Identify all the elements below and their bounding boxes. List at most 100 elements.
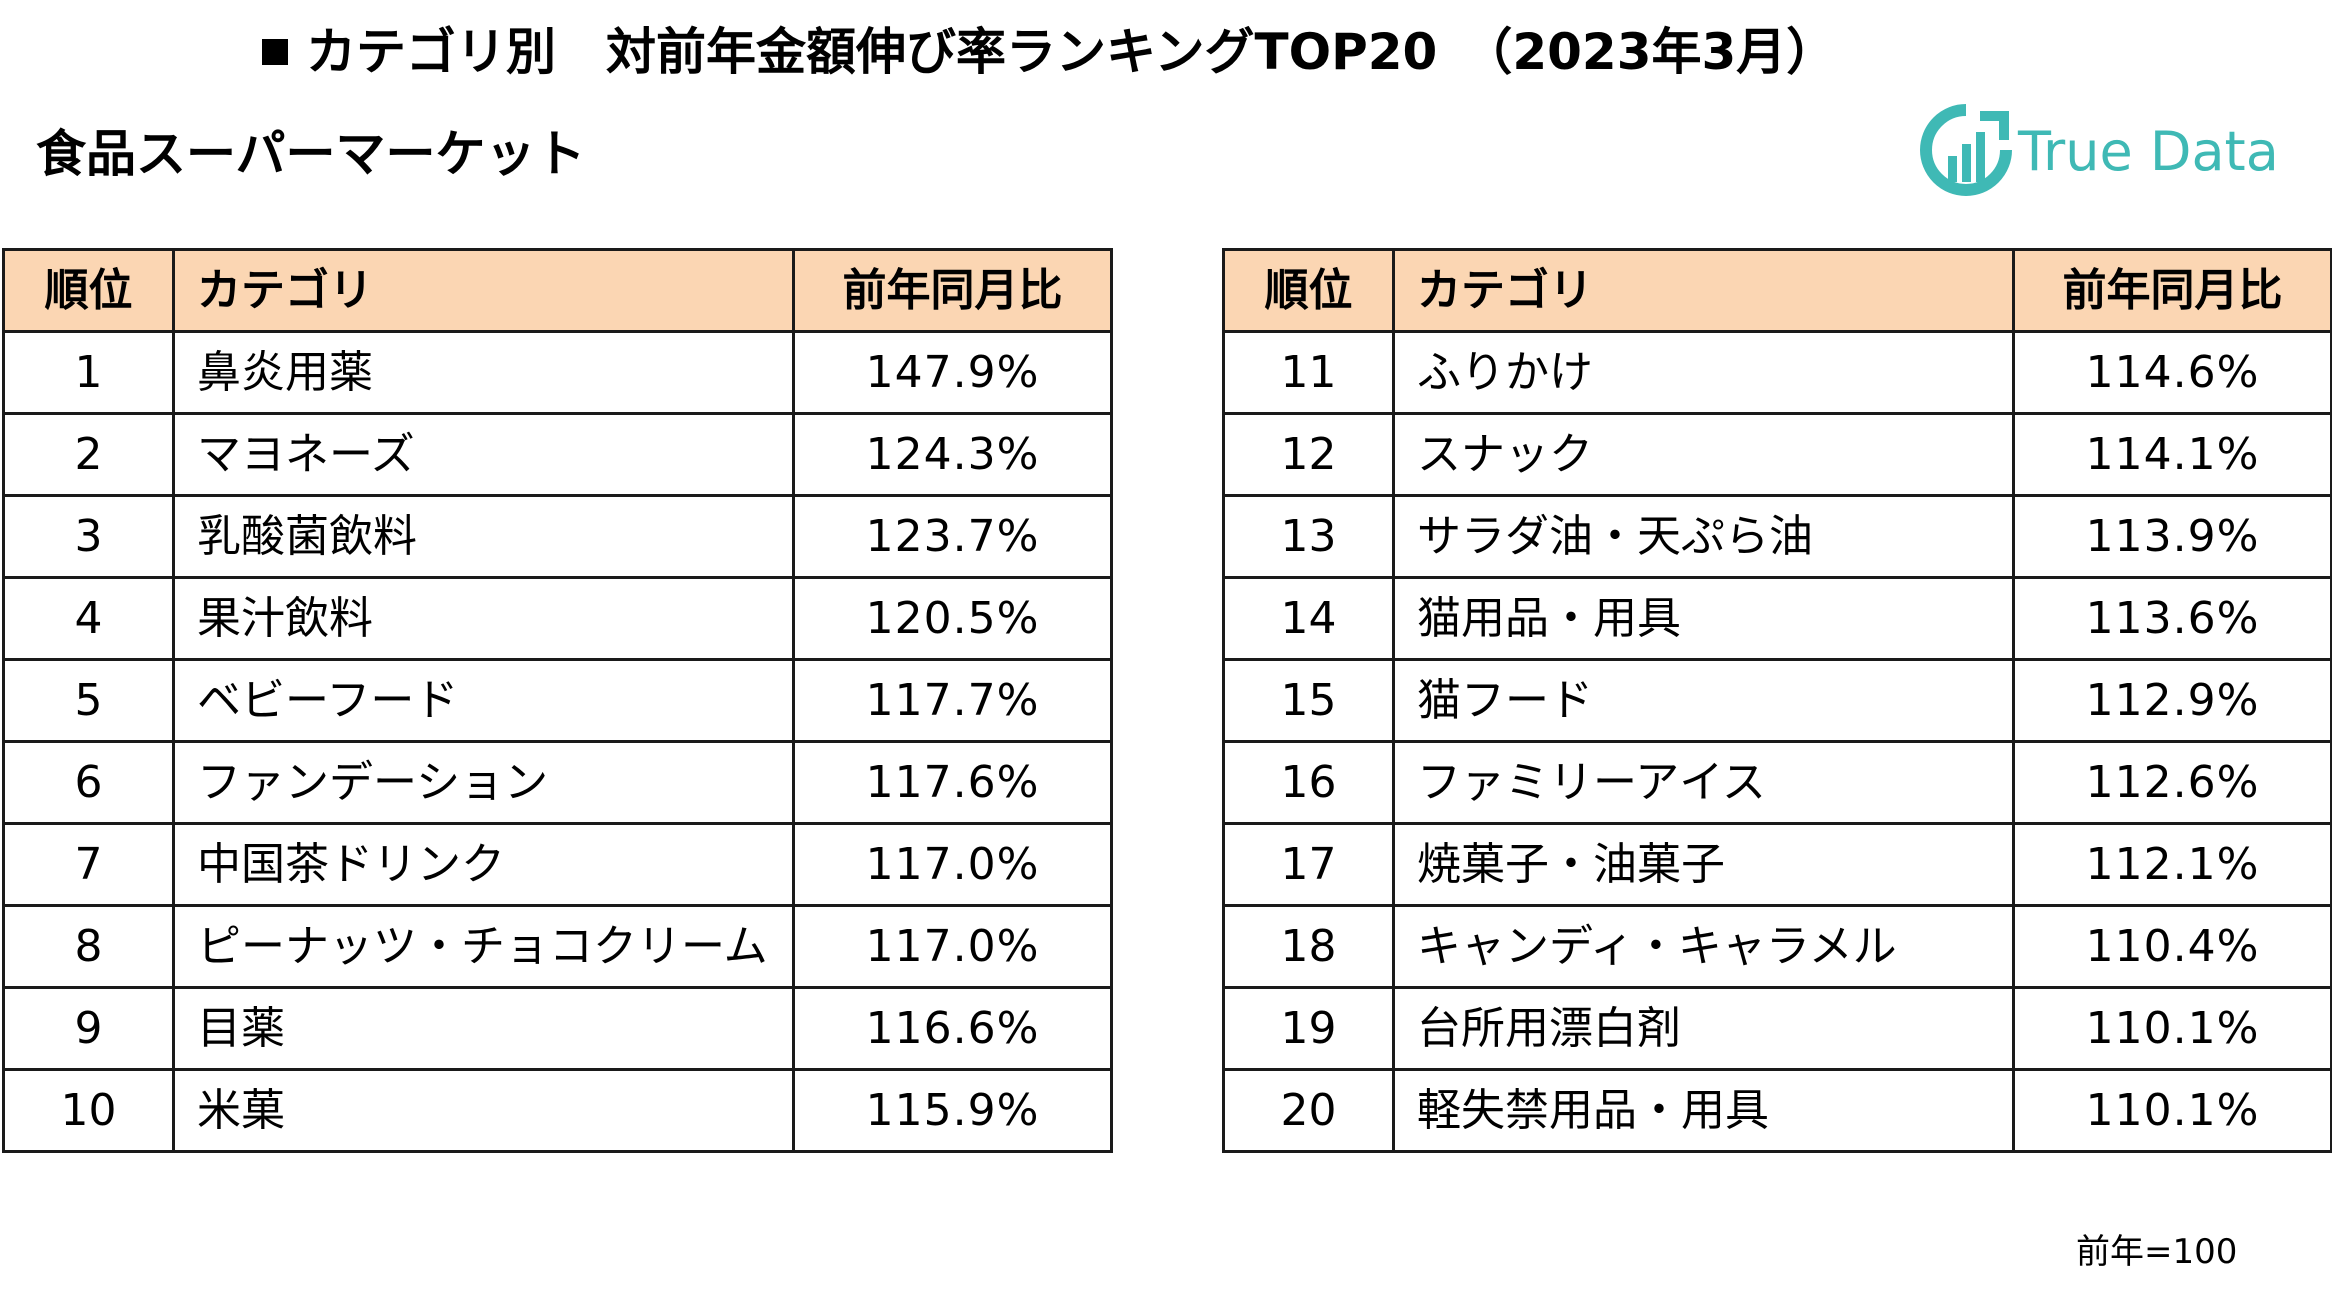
ratio-cell: 117.0% <box>792 904 1113 989</box>
category-cell: ピーナッツ・チョコクリーム <box>172 904 795 989</box>
footnote: 前年=100 <box>2076 1232 2238 1272</box>
ratio-cell: 114.6% <box>2012 330 2332 415</box>
category-cell: ファンデーション <box>172 740 795 825</box>
true-data-logo: True Data <box>1918 102 2298 202</box>
category-column-header: カテゴリ <box>1392 248 2015 333</box>
ratio-cell: 110.4% <box>2012 904 2332 989</box>
rank-cell: 7 <box>2 822 175 907</box>
page-title-text: カテゴリ別 対前年金額伸び率ランキングTOP20 （2023年3月） <box>306 23 1837 81</box>
square-bullet-icon <box>262 39 288 65</box>
ratio-cell: 147.9% <box>792 330 1113 415</box>
rank-cell: 9 <box>2 986 175 1071</box>
ratio-cell: 114.1% <box>2012 412 2332 497</box>
table-row: 5 ベビーフード 117.7% <box>2 658 1113 743</box>
table-row: 15 猫フード 112.9% <box>1222 658 2332 743</box>
ranking-table-body-right: 11 ふりかけ 114.6% 12 スナック 114.1% 13 サラダ油・天ぷら油 113.9… <box>1222 330 2332 1153</box>
logo-text: True Data <box>2018 120 2279 183</box>
ratio-cell: 117.6% <box>792 740 1113 825</box>
page-subtitle: 食品スーパーマーケット <box>36 125 586 183</box>
category-cell: スナック <box>1392 412 2015 497</box>
ranking-table-right: 順位 カテゴリ 前年同月比 11 ふりかけ 114.6% 12 スナック 114.1% 13… <box>1222 248 2332 1153</box>
rank-cell: 6 <box>2 740 175 825</box>
category-cell: 目薬 <box>172 986 795 1071</box>
table-row: 12 スナック 114.1% <box>1222 412 2332 497</box>
rank-cell: 3 <box>2 494 175 579</box>
rank-cell: 11 <box>1222 330 1395 415</box>
table-row: 8 ピーナッツ・チョコクリーム 117.0% <box>2 904 1113 989</box>
table-row: 14 猫用品・用具 113.6% <box>1222 576 2332 661</box>
ratio-cell: 117.7% <box>792 658 1113 743</box>
ratio-cell: 112.1% <box>2012 822 2332 907</box>
rank-cell: 12 <box>1222 412 1395 497</box>
table-row: 16 ファミリーアイス 112.6% <box>1222 740 2332 825</box>
ratio-cell: 124.3% <box>792 412 1113 497</box>
rank-cell: 20 <box>1222 1068 1395 1153</box>
table-row: 20 軽失禁用品・用具 110.1% <box>1222 1068 2332 1153</box>
table-row: 10 米菓 115.9% <box>2 1068 1113 1153</box>
table-row: 1 鼻炎用薬 147.9% <box>2 330 1113 415</box>
table-row: 19 台所用漂白剤 110.1% <box>1222 986 2332 1071</box>
rank-cell: 13 <box>1222 494 1395 579</box>
ratio-cell: 113.6% <box>2012 576 2332 661</box>
category-cell: 猫用品・用具 <box>1392 576 2015 661</box>
ratio-cell: 112.6% <box>2012 740 2332 825</box>
rank-cell: 18 <box>1222 904 1395 989</box>
category-cell: マヨネーズ <box>172 412 795 497</box>
table-row: 13 サラダ油・天ぷら油 113.9% <box>1222 494 2332 579</box>
category-cell: ふりかけ <box>1392 330 2015 415</box>
table-row: 9 目薬 116.6% <box>2 986 1113 1071</box>
ratio-column-header: 前年同月比 <box>2012 248 2332 333</box>
category-cell: 猫フード <box>1392 658 2015 743</box>
rank-column-header: 順位 <box>1222 248 1395 333</box>
ranking-table-left: 順位 カテゴリ 前年同月比 1 鼻炎用薬 147.9% 2 マヨネーズ 124.3% 3 乳酸… <box>2 248 1113 1153</box>
ratio-cell: 113.9% <box>2012 494 2332 579</box>
category-cell: ファミリーアイス <box>1392 740 2015 825</box>
category-cell: 軽失禁用品・用具 <box>1392 1068 2015 1153</box>
ratio-cell: 123.7% <box>792 494 1113 579</box>
rank-cell: 5 <box>2 658 175 743</box>
rank-cell: 1 <box>2 330 175 415</box>
true-data-logo-icon <box>1920 104 2012 196</box>
table-row: 2 マヨネーズ 124.3% <box>2 412 1113 497</box>
rank-cell: 17 <box>1222 822 1395 907</box>
table-row: 18 キャンディ・キャラメル 110.4% <box>1222 904 2332 989</box>
rank-cell: 8 <box>2 904 175 989</box>
category-cell: サラダ油・天ぷら油 <box>1392 494 2015 579</box>
ratio-column-header: 前年同月比 <box>792 248 1113 333</box>
category-cell: 中国茶ドリンク <box>172 822 795 907</box>
rank-cell: 14 <box>1222 576 1395 661</box>
rank-cell: 16 <box>1222 740 1395 825</box>
ratio-cell: 120.5% <box>792 576 1113 661</box>
ratio-cell: 112.9% <box>2012 658 2332 743</box>
ratio-cell: 110.1% <box>2012 1068 2332 1153</box>
table-row: 7 中国茶ドリンク 117.0% <box>2 822 1113 907</box>
category-column-header: カテゴリ <box>172 248 795 333</box>
rank-cell: 19 <box>1222 986 1395 1071</box>
rank-cell: 2 <box>2 412 175 497</box>
ratio-cell: 115.9% <box>792 1068 1113 1153</box>
page-title: カテゴリ別 対前年金額伸び率ランキングTOP20 （2023年3月） <box>262 22 1836 82</box>
category-cell: 台所用漂白剤 <box>1392 986 2015 1071</box>
rank-cell: 4 <box>2 576 175 661</box>
category-cell: 鼻炎用薬 <box>172 330 795 415</box>
ratio-cell: 117.0% <box>792 822 1113 907</box>
category-cell: 焼菓子・油菓子 <box>1392 822 2015 907</box>
table-row: 17 焼菓子・油菓子 112.1% <box>1222 822 2332 907</box>
category-cell: ベビーフード <box>172 658 795 743</box>
category-cell: 米菓 <box>172 1068 795 1153</box>
table-header-row: 順位 カテゴリ 前年同月比 <box>2 248 1113 333</box>
category-cell: キャンディ・キャラメル <box>1392 904 2015 989</box>
rank-cell: 10 <box>2 1068 175 1153</box>
table-row: 11 ふりかけ 114.6% <box>1222 330 2332 415</box>
ratio-cell: 110.1% <box>2012 986 2332 1071</box>
ranking-table-body-left: 1 鼻炎用薬 147.9% 2 マヨネーズ 124.3% 3 乳酸菌飲料 123.7% 4 果汁飲料… <box>2 330 1113 1153</box>
table-row: 4 果汁飲料 120.5% <box>2 576 1113 661</box>
table-row: 6 ファンデーション 117.6% <box>2 740 1113 825</box>
ratio-cell: 116.6% <box>792 986 1113 1071</box>
rank-cell: 15 <box>1222 658 1395 743</box>
category-cell: 乳酸菌飲料 <box>172 494 795 579</box>
rank-column-header: 順位 <box>2 248 175 333</box>
table-row: 3 乳酸菌飲料 123.7% <box>2 494 1113 579</box>
table-header-row: 順位 カテゴリ 前年同月比 <box>1222 248 2332 333</box>
category-cell: 果汁飲料 <box>172 576 795 661</box>
